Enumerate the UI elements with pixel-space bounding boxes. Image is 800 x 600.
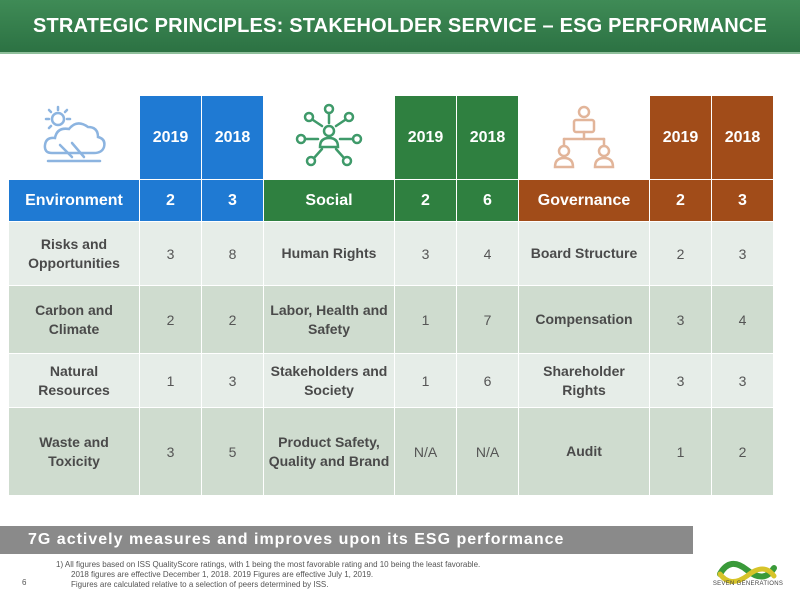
env-value-2018: 3 xyxy=(202,354,264,408)
table-row: Waste and Toxicity 3 5 Product Safety, Q… xyxy=(9,408,778,496)
logo-text: SEVEN GENERATIONS xyxy=(712,581,784,587)
footnotes: 1) All figures based on ISS QualityScore… xyxy=(56,560,616,590)
gov-row-label: Compensation xyxy=(519,286,650,354)
category-header-row: Environment 2 3 Social 2 6 Governance 2 … xyxy=(9,180,778,222)
gov-value-2019: 3 xyxy=(650,286,712,354)
social-score-2019: 2 xyxy=(395,180,457,222)
esg-performance-table: 2019 2018 2019 2018 xyxy=(9,96,778,496)
environment-header: Environment xyxy=(9,180,140,222)
gov-year-2019-header: 2019 xyxy=(650,96,712,180)
env-row-label: Waste and Toxicity xyxy=(9,408,140,496)
gov-value-2018: 2 xyxy=(712,408,774,496)
soc-value-2019: 3 xyxy=(395,222,457,286)
seven-generations-logo-icon xyxy=(717,561,777,584)
footnote-line: 2018 figures are effective December 1, 2… xyxy=(71,570,374,579)
summary-banner: 7G actively measures and improves upon i… xyxy=(0,526,693,554)
env-row-label: Carbon and Climate xyxy=(9,286,140,354)
governance-score-2018: 3 xyxy=(712,180,774,222)
governance-header: Governance xyxy=(519,180,650,222)
gov-value-2019: 1 xyxy=(650,408,712,496)
org-chart-icon xyxy=(519,96,650,180)
table-icon-row: 2019 2018 2019 2018 xyxy=(9,96,778,180)
env-row-label: Risks and Opportunities xyxy=(9,222,140,286)
environment-score-2019: 2 xyxy=(140,180,202,222)
gov-row-label: Board Structure xyxy=(519,222,650,286)
summary-banner-text: 7G actively measures and improves upon i… xyxy=(28,531,565,548)
gov-value-2019: 3 xyxy=(650,354,712,408)
footnote-line: 1) All figures based on ISS QualityScore… xyxy=(56,560,481,569)
gov-year-2018-header: 2018 xyxy=(712,96,774,180)
table-row: Risks and Opportunities 3 8 Human Rights… xyxy=(9,222,778,286)
soc-row-label: Stakeholders and Society xyxy=(264,354,395,408)
table-row: Carbon and Climate 2 2 Labor, Health and… xyxy=(9,286,778,354)
soc-value-2018: 6 xyxy=(457,354,519,408)
soc-value-2018: 4 xyxy=(457,222,519,286)
slide-title-bar: STRATEGIC PRINCIPLES: STAKEHOLDER SERVIC… xyxy=(0,0,800,54)
env-value-2019: 3 xyxy=(140,222,202,286)
environment-score-2018: 3 xyxy=(202,180,264,222)
cloud-sun-icon xyxy=(9,96,140,180)
gov-value-2018: 4 xyxy=(712,286,774,354)
footnote-line: Figures are calculated relative to a sel… xyxy=(71,580,329,589)
env-year-2018-header: 2018 xyxy=(202,96,264,180)
soc-value-2019: 1 xyxy=(395,286,457,354)
soc-year-2018-header: 2018 xyxy=(457,96,519,180)
gov-value-2019: 2 xyxy=(650,222,712,286)
soc-value-2018: 7 xyxy=(457,286,519,354)
social-header: Social xyxy=(264,180,395,222)
soc-value-2019: N/A xyxy=(395,408,457,496)
env-value-2018: 5 xyxy=(202,408,264,496)
gov-row-label: Audit xyxy=(519,408,650,496)
gov-value-2018: 3 xyxy=(712,222,774,286)
social-score-2018: 6 xyxy=(457,180,519,222)
env-value-2019: 3 xyxy=(140,408,202,496)
people-network-icon xyxy=(264,96,395,180)
soc-row-label: Product Safety, Quality and Brand xyxy=(264,408,395,496)
slide-title: STRATEGIC PRINCIPLES: STAKEHOLDER SERVIC… xyxy=(32,14,768,37)
env-value-2019: 2 xyxy=(140,286,202,354)
table-row: Natural Resources 1 3 Stakeholders and S… xyxy=(9,354,778,408)
env-row-label: Natural Resources xyxy=(9,354,140,408)
soc-row-label: Human Rights xyxy=(264,222,395,286)
governance-score-2019: 2 xyxy=(650,180,712,222)
soc-value-2018: N/A xyxy=(457,408,519,496)
soc-row-label: Labor, Health and Safety xyxy=(264,286,395,354)
page-number: 6 xyxy=(22,578,27,587)
soc-value-2019: 1 xyxy=(395,354,457,408)
soc-year-2019-header: 2019 xyxy=(395,96,457,180)
gov-value-2018: 3 xyxy=(712,354,774,408)
env-value-2018: 2 xyxy=(202,286,264,354)
env-value-2019: 1 xyxy=(140,354,202,408)
env-year-2019-header: 2019 xyxy=(140,96,202,180)
env-value-2018: 8 xyxy=(202,222,264,286)
gov-row-label: Shareholder Rights xyxy=(519,354,650,408)
